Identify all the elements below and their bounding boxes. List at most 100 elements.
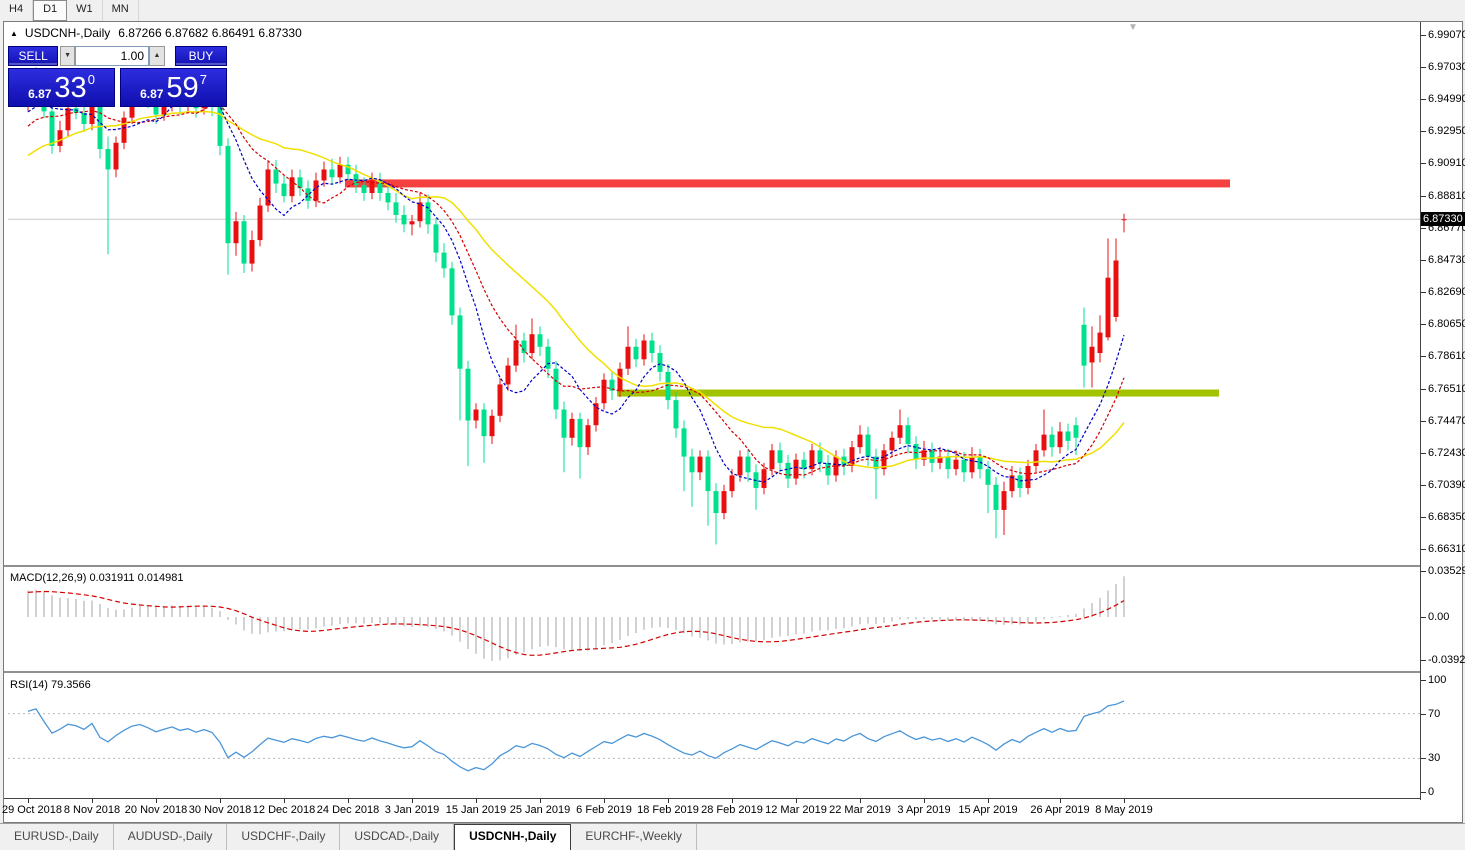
sell-price-big: 33 <box>54 72 87 104</box>
rsi-line <box>27 700 1125 772</box>
date-axis-label: 15 Jan 2019 <box>445 804 507 816</box>
axis-tick <box>1421 388 1426 390</box>
date-axis-label: 6 Feb 2019 <box>576 804 632 816</box>
date-axis-tick <box>476 799 477 803</box>
rsi-pane[interactable] <box>8 700 1420 772</box>
candle-body <box>57 130 63 146</box>
candle-body <box>337 164 343 178</box>
candle-body <box>809 450 815 470</box>
rsi-axis-label: 30 <box>1428 752 1441 765</box>
date-axis-tick <box>540 799 541 803</box>
axis-tick <box>1421 356 1426 358</box>
candle-body <box>625 346 631 369</box>
candle-body <box>289 177 295 197</box>
chart-tab-eurchf-weekly[interactable]: EURCHF-,Weekly <box>571 824 697 850</box>
pane-divider[interactable] <box>4 565 1421 567</box>
volume-up-button[interactable]: ▲ <box>149 46 165 66</box>
candle-body <box>601 379 607 404</box>
candle-body <box>1073 425 1079 438</box>
candle-body <box>473 409 479 421</box>
candle-body <box>945 456 951 470</box>
candle-body <box>1089 346 1095 363</box>
buy-button[interactable]: BUY <box>174 46 228 66</box>
candle-body <box>585 425 591 448</box>
candle-body <box>1121 219 1127 221</box>
buy-price-small: 6.87 <box>140 87 164 101</box>
axis-tick <box>1421 131 1426 133</box>
candle-body <box>905 425 911 445</box>
candle-body <box>761 469 767 488</box>
date-axis-label: 12 Dec 2018 <box>252 804 316 816</box>
chart-tab-usdcnh-daily[interactable]: USDCNH-,Daily <box>454 824 572 850</box>
date-axis-label: 26 Apr 2019 <box>1030 804 1090 816</box>
macd-axis-label: 0.00 <box>1428 611 1450 623</box>
candle-body <box>409 221 415 225</box>
chart-tab-eurusd-daily[interactable]: EURUSD-,Daily <box>0 824 114 850</box>
pane-divider[interactable] <box>4 671 1421 673</box>
macd-signal-line <box>27 590 1125 656</box>
candle-body <box>433 224 439 253</box>
price-axis-label: 6.68350 <box>1428 510 1465 523</box>
candle-body <box>1097 332 1103 354</box>
chart-tab-audusd-daily[interactable]: AUDUSD-,Daily <box>114 824 228 850</box>
timeframe-button-mn[interactable]: MN <box>103 0 139 21</box>
rsi-axis-label: 100 <box>1428 674 1447 686</box>
candle-body <box>833 456 839 476</box>
price-axis-label: 6.82690 <box>1428 286 1465 298</box>
macd-axis-label: -0.039223 <box>1428 653 1465 666</box>
collapse-panel-arrow-icon[interactable]: ▲ <box>10 28 18 38</box>
rsi-axis-label: 0 <box>1428 786 1435 798</box>
candle-body <box>873 456 879 470</box>
candle-body <box>681 428 687 457</box>
price-axis-label: 6.72430 <box>1428 446 1465 459</box>
axis-tick <box>1421 571 1426 572</box>
timeframe-toolbar: H4 D1 W1 MN <box>0 0 1465 21</box>
current-price-tag: 6.87330 <box>1421 212 1465 227</box>
volume-down-button[interactable]: ▼ <box>60 46 76 66</box>
buy-price-button[interactable]: 6.87 59 7 <box>120 68 227 107</box>
candle-body <box>1105 277 1111 338</box>
macd-pane[interactable] <box>27 576 1125 661</box>
chart-tab-usdcad-daily[interactable]: USDCAD-,Daily <box>340 824 455 850</box>
date-axis-border <box>4 798 1421 799</box>
axis-tick <box>1421 680 1426 681</box>
chart-tab-usdchf-daily[interactable]: USDCHF-,Daily <box>227 824 341 850</box>
price-axis-label: 6.88810 <box>1428 189 1465 202</box>
axis-tick <box>1421 227 1426 229</box>
ma-red-line <box>27 104 1125 476</box>
timeframe-button-w1[interactable]: W1 <box>67 0 103 21</box>
chart-shift-marker-icon[interactable]: ▼ <box>1128 22 1138 33</box>
date-axis-label: 8 May 2019 <box>1095 804 1153 816</box>
date-axis-tick <box>604 799 605 803</box>
timeframe-button-h4[interactable]: H4 <box>0 0 34 21</box>
price-pane[interactable] <box>8 67 1420 545</box>
candle-body <box>977 456 983 470</box>
sell-button[interactable]: SELL <box>8 46 59 66</box>
candle-body <box>225 145 231 244</box>
one-click-trading-panel: SELL ▼ ▲ BUY 6.87 33 0 6.87 59 7 <box>8 46 228 107</box>
candle-body <box>929 450 935 463</box>
resistance-band[interactable] <box>345 179 1230 188</box>
axis-tick <box>1421 713 1426 715</box>
candle-body <box>697 456 703 473</box>
volume-input[interactable] <box>75 46 150 66</box>
candle-body <box>665 371 671 401</box>
support-band[interactable] <box>617 389 1219 397</box>
candle-body <box>937 456 943 463</box>
chart-window-background <box>4 22 1463 822</box>
sell-price-button[interactable]: 6.87 33 0 <box>8 68 115 107</box>
candle-body <box>889 437 895 451</box>
candle-body <box>521 340 527 354</box>
price-axis-label: 6.92950 <box>1428 125 1465 138</box>
timeframe-button-d1[interactable]: D1 <box>33 0 68 21</box>
candle-body <box>449 268 455 316</box>
axis-tick <box>1421 35 1426 36</box>
candle-body <box>233 221 239 244</box>
axis-tick <box>1421 259 1426 261</box>
candle-body <box>689 456 695 473</box>
candle-body <box>369 180 375 193</box>
candle-body <box>921 450 927 460</box>
date-axis-tick <box>1124 799 1125 803</box>
rsi-label: RSI(14) 79.3566 <box>10 679 91 691</box>
